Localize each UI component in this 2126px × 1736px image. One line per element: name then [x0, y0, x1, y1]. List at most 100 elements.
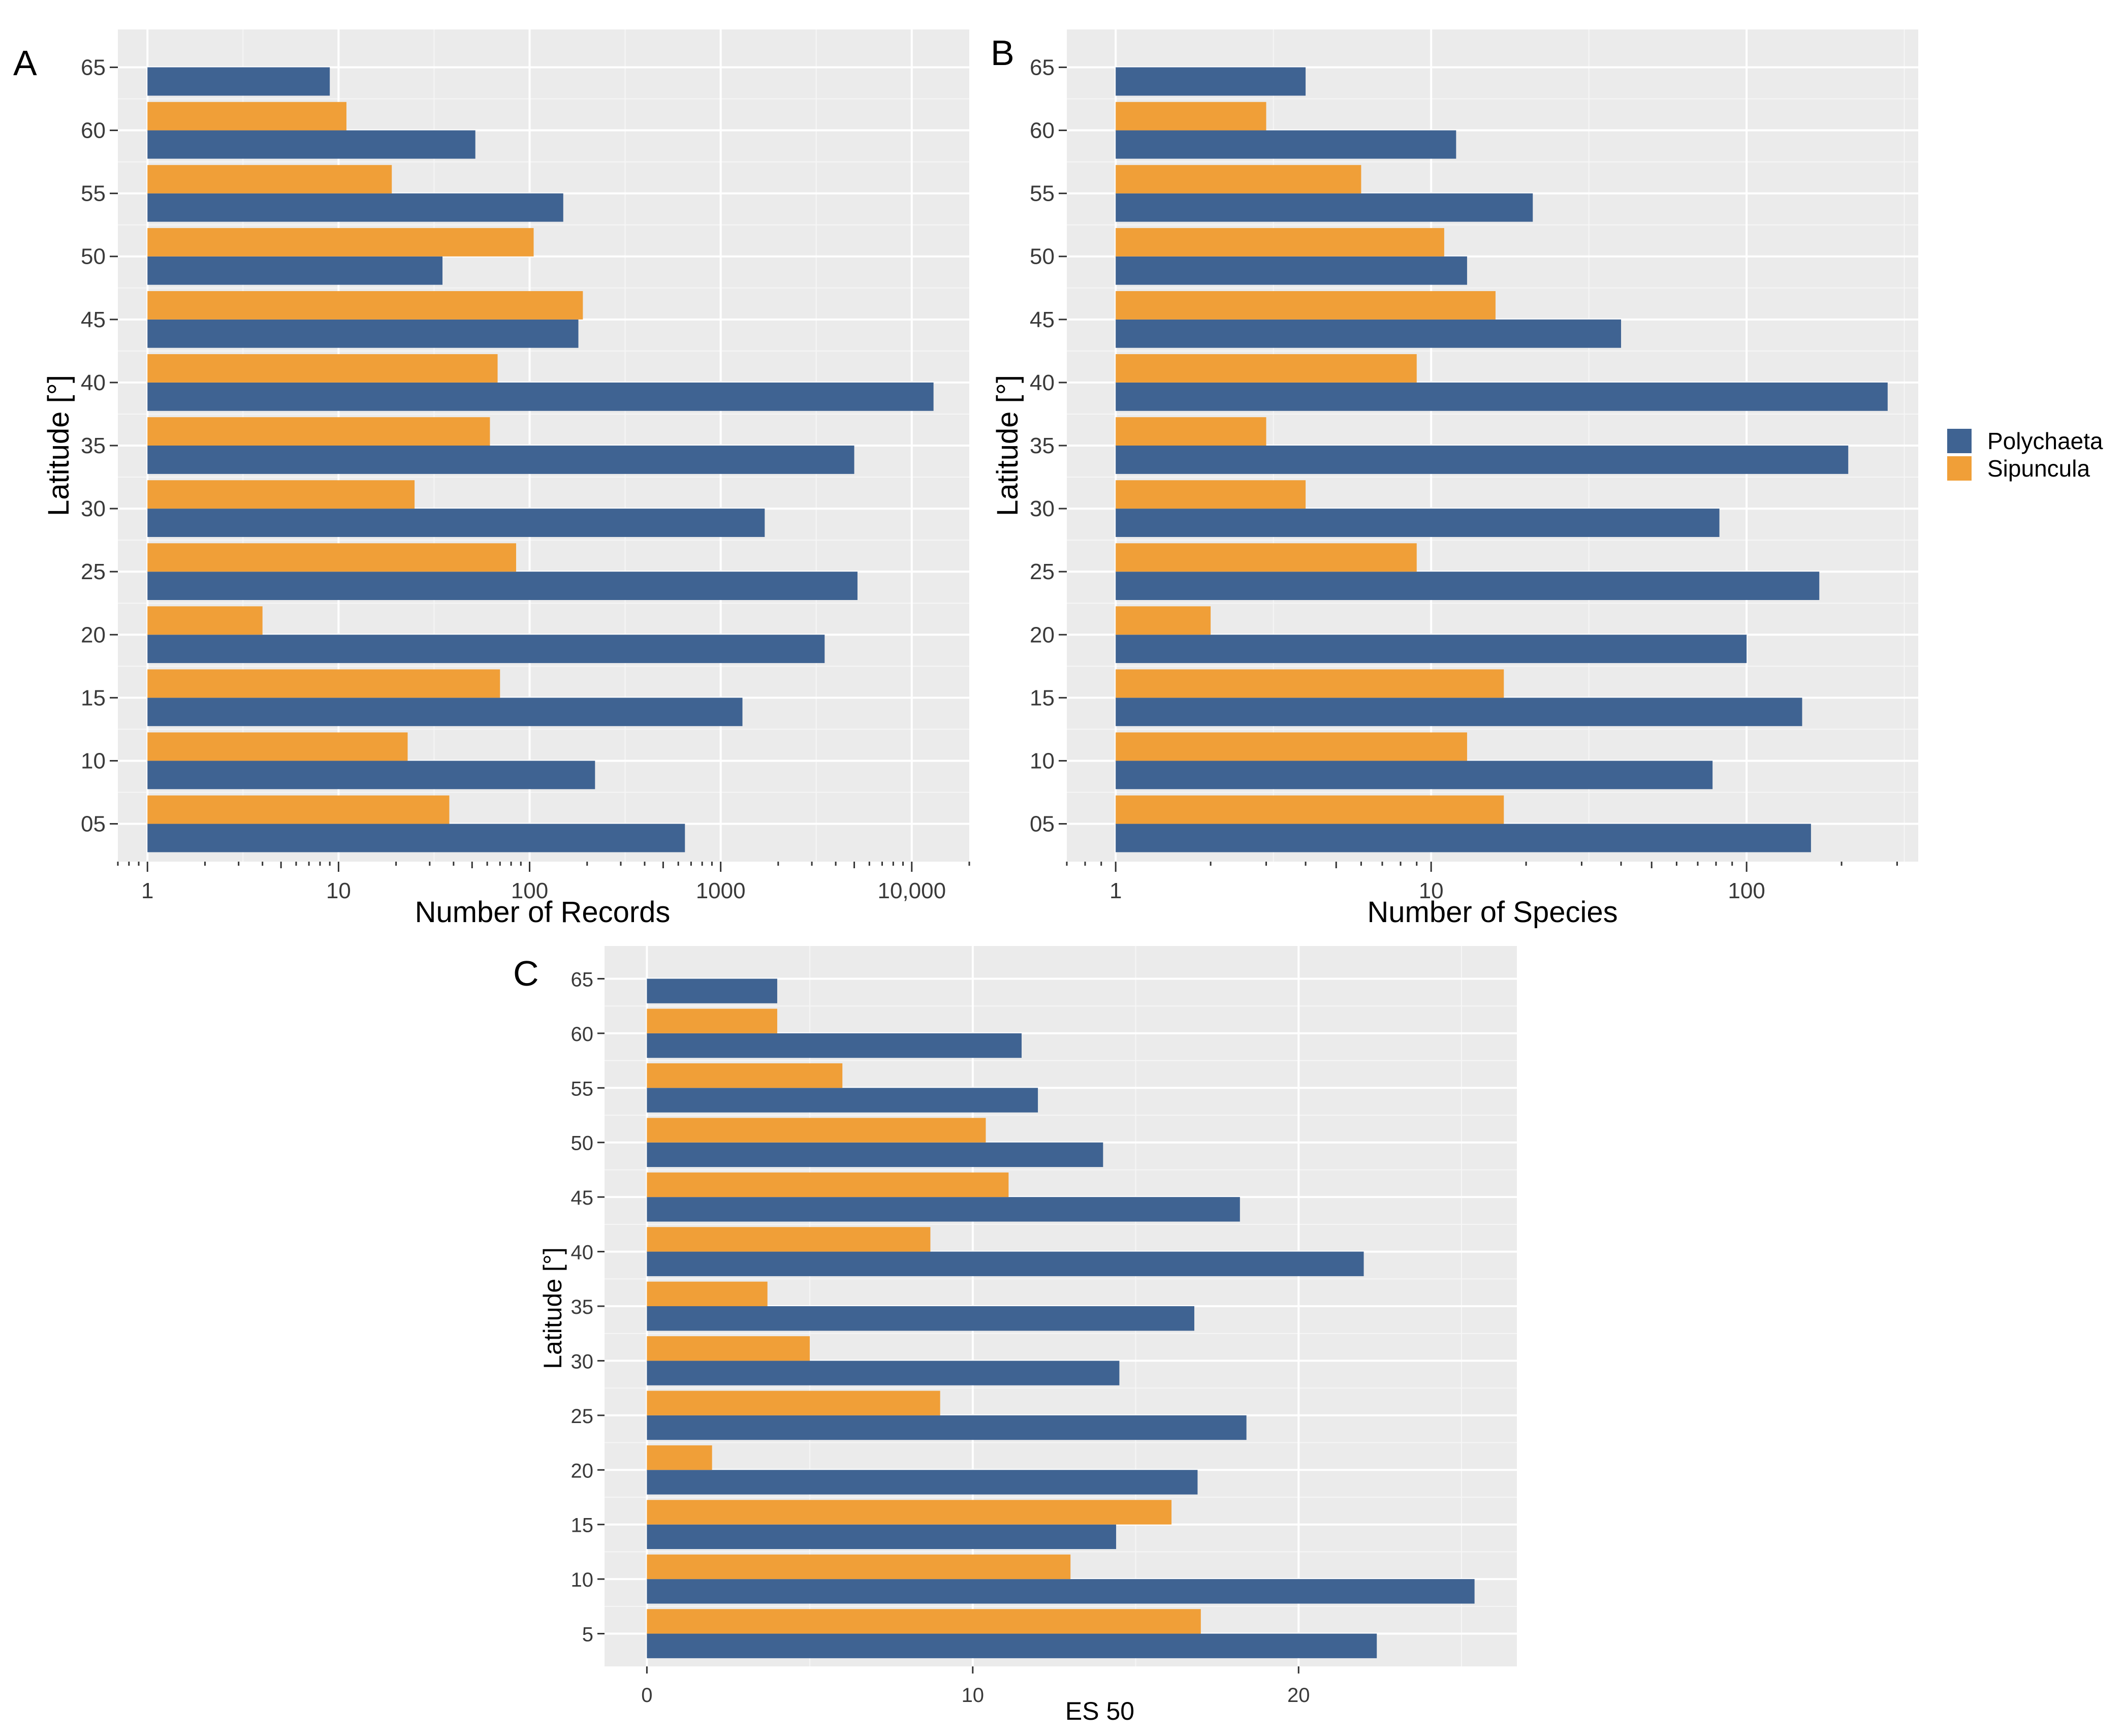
bar-polychaeta-10 [147, 761, 595, 790]
y-tick-label: 60 [1030, 118, 1055, 143]
bar-polychaeta-45 [147, 319, 579, 348]
bar-sipuncula-20 [1116, 606, 1211, 635]
bar-sipuncula-10 [147, 732, 408, 761]
bar-polychaeta-5 [647, 1633, 1377, 1658]
x-tick-label: 1000 [696, 878, 746, 903]
bar-polychaeta-10 [647, 1579, 1475, 1604]
y-tick-label: 15 [81, 685, 106, 710]
bar-sipuncula-30 [1116, 480, 1306, 509]
x-tick-label: 10,000 [877, 878, 946, 903]
legend: Polychaeta Sipuncula [1947, 428, 2103, 482]
bar-sipuncula-60 [1116, 102, 1266, 131]
bar-polychaeta-05 [147, 824, 685, 853]
y-tick-label: 60 [571, 1023, 594, 1046]
y-tick-label: 25 [1030, 559, 1055, 584]
y-tick-label: 55 [1030, 181, 1055, 206]
y-tick-label: 30 [81, 496, 106, 521]
bar-polychaeta-30 [1116, 509, 1720, 537]
bar-polychaeta-60 [1116, 130, 1456, 159]
y-tick-label: 20 [1030, 622, 1055, 647]
y-tick-label: 45 [1030, 307, 1055, 332]
y-tick-label: 20 [81, 622, 106, 647]
y-tick-label: 25 [81, 559, 106, 584]
bar-sipuncula-10 [647, 1554, 1071, 1580]
bar-polychaeta-55 [147, 193, 563, 222]
y-tick-label: 40 [571, 1242, 594, 1264]
bar-polychaeta-65 [1116, 67, 1306, 96]
panel-a-y-axis: 05 10 15 20 25 30 35 40 45 50 55 60 65 [81, 55, 118, 837]
bar-polychaeta-65 [147, 67, 330, 96]
panel-b-x-axis: 1 10 100 [1066, 862, 1898, 903]
bar-polychaeta-55 [1116, 193, 1533, 222]
panel-c-y-axis: 5 10 15 20 25 30 35 40 45 50 55 60 65 [571, 968, 605, 1646]
bar-sipuncula-45 [1116, 291, 1496, 320]
legend-swatch-polychaeta [1947, 429, 1972, 453]
bar-polychaeta-20 [147, 635, 825, 664]
bar-polychaeta-65 [647, 979, 777, 1003]
y-tick-label: 05 [81, 812, 106, 837]
panel-c-x-axis-title: ES 50 [1065, 1697, 1134, 1725]
y-tick-label: 45 [571, 1187, 594, 1209]
bar-sipuncula-60 [147, 102, 346, 131]
bar-sipuncula-25 [147, 543, 516, 572]
bar-sipuncula-35 [647, 1281, 768, 1306]
bar-polychaeta-15 [147, 698, 743, 727]
y-tick-label: 30 [571, 1350, 594, 1373]
bar-polychaeta-40 [647, 1251, 1364, 1276]
bar-polychaeta-50 [147, 256, 443, 285]
x-tick-label: 10 [962, 1684, 985, 1707]
y-tick-label: 60 [81, 118, 106, 143]
y-tick-label: 05 [1030, 812, 1055, 837]
bar-polychaeta-15 [647, 1524, 1117, 1550]
panel-a-y-axis-title: Latitude [°] [42, 375, 75, 516]
bar-polychaeta-15 [1116, 698, 1802, 727]
bar-sipuncula-40 [647, 1227, 931, 1252]
panel-b-y-axis-title: Latitude [°] [991, 375, 1024, 516]
bar-sipuncula-35 [1116, 417, 1266, 446]
bar-sipuncula-05 [1116, 795, 1504, 824]
bar-sipuncula-50 [147, 228, 534, 257]
bar-sipuncula-50 [647, 1118, 986, 1143]
y-tick-label: 65 [81, 55, 106, 80]
bar-polychaeta-30 [647, 1361, 1120, 1385]
bar-sipuncula-20 [647, 1445, 712, 1470]
bar-sipuncula-55 [647, 1063, 843, 1088]
y-tick-label: 5 [582, 1624, 593, 1646]
bar-polychaeta-40 [1116, 382, 1888, 411]
bar-polychaeta-45 [1116, 319, 1622, 348]
y-tick-label: 65 [571, 968, 594, 991]
legend-label-polychaeta: Polychaeta [1987, 428, 2103, 454]
y-tick-label: 65 [1030, 55, 1055, 80]
bar-sipuncula-10 [1116, 732, 1467, 761]
bar-polychaeta-25 [647, 1415, 1247, 1440]
bar-sipuncula-45 [147, 291, 583, 320]
y-tick-label: 35 [1030, 433, 1055, 458]
bar-sipuncula-55 [147, 165, 392, 194]
panel-a-x-axis: 1 10 100 1000 10,000 [117, 862, 970, 903]
x-tick-label: 100 [511, 878, 548, 903]
x-tick-label: 20 [1287, 1684, 1310, 1707]
x-tick-label: 1 [1109, 878, 1122, 903]
x-tick-label: 0 [641, 1684, 652, 1707]
x-tick-label: 10 [326, 878, 351, 903]
bar-sipuncula-30 [647, 1336, 810, 1361]
y-tick-label: 10 [1030, 748, 1055, 773]
bar-polychaeta-20 [1116, 635, 1747, 664]
panel-b-x-axis-title: Number of Species [1367, 896, 1617, 929]
x-tick-label: 10 [1419, 878, 1444, 903]
y-tick-label: 15 [1030, 685, 1055, 710]
y-tick-label: 55 [571, 1078, 594, 1100]
bar-sipuncula-30 [147, 480, 415, 509]
legend-swatch-sipuncula [1947, 456, 1972, 481]
panel-b: B 05 10 15 20 25 30 35 40 45 50 55 60 65 1 10 100 Numb… [991, 29, 1918, 929]
bar-sipuncula-35 [147, 417, 490, 446]
bar-sipuncula-05 [147, 795, 450, 824]
bar-polychaeta-55 [647, 1088, 1038, 1113]
y-tick-label: 40 [1030, 370, 1055, 395]
bar-sipuncula-45 [647, 1172, 1009, 1197]
y-tick-label: 50 [1030, 244, 1055, 269]
bar-polychaeta-50 [647, 1142, 1103, 1167]
panel-a-bars [147, 67, 934, 853]
